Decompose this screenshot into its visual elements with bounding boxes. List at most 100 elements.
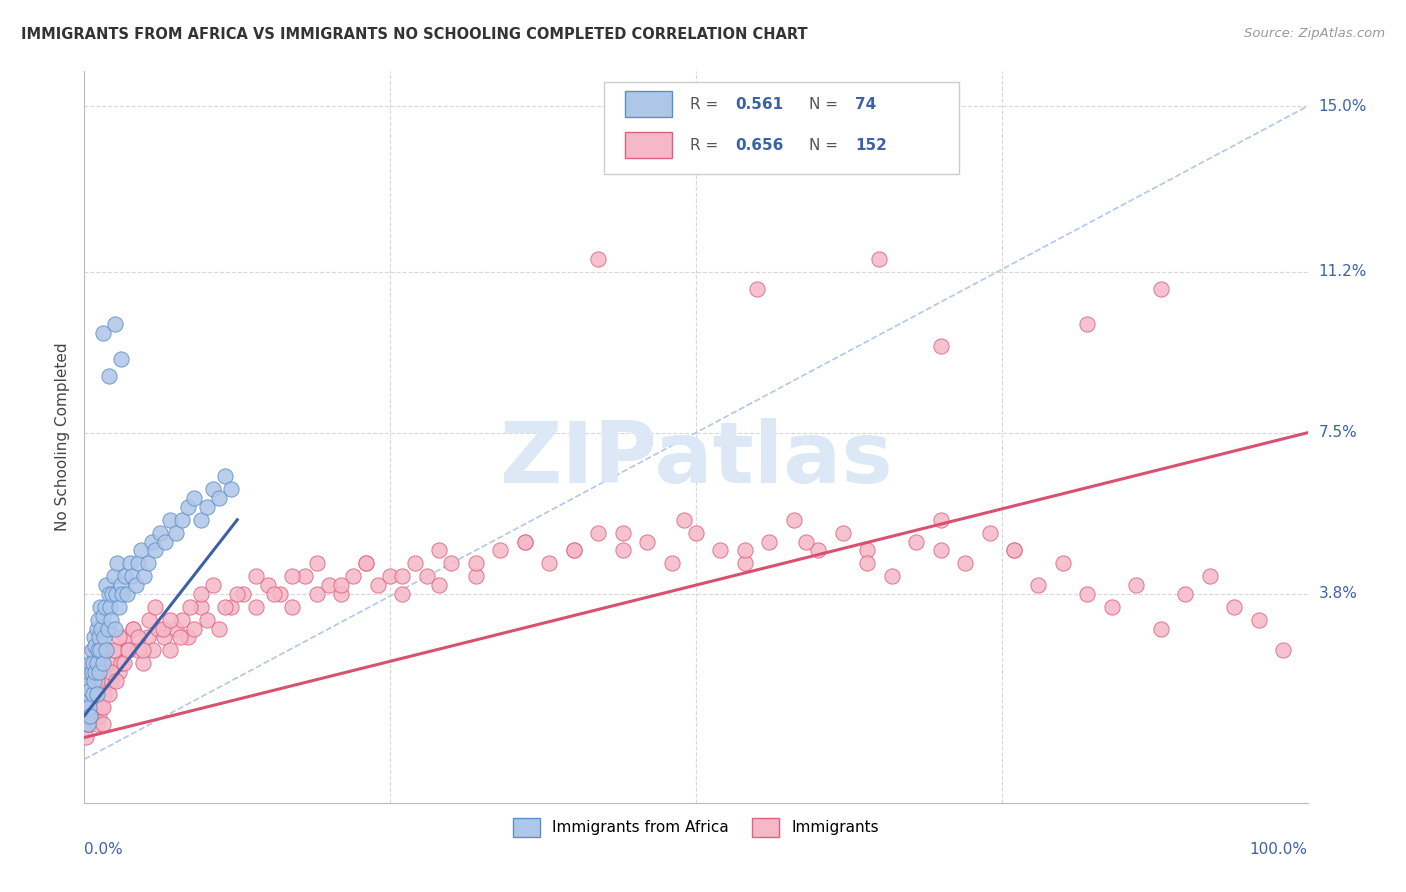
Point <box>636 534 658 549</box>
Point <box>1150 622 1173 636</box>
Point <box>586 252 609 266</box>
Point <box>104 317 127 331</box>
Text: 152: 152 <box>855 137 887 153</box>
Point <box>354 557 377 571</box>
Text: 11.2%: 11.2% <box>1319 264 1367 279</box>
Point <box>114 569 136 583</box>
Text: 3.8%: 3.8% <box>1319 586 1358 601</box>
Point <box>1076 587 1098 601</box>
Point <box>96 578 118 592</box>
Point <box>91 700 114 714</box>
Point <box>281 569 304 583</box>
Point <box>169 631 191 645</box>
Point <box>153 534 176 549</box>
Point <box>87 631 110 645</box>
Point <box>226 587 249 601</box>
Point <box>979 525 1001 540</box>
Point <box>149 525 172 540</box>
Point <box>165 525 187 540</box>
Point <box>257 578 280 592</box>
Point <box>538 557 561 571</box>
Point <box>183 622 205 636</box>
Point <box>208 622 231 636</box>
Point <box>83 643 105 657</box>
Point <box>416 569 439 583</box>
Point <box>219 483 242 497</box>
Point <box>127 631 149 645</box>
Point <box>86 673 108 688</box>
Point <box>84 639 107 653</box>
Point <box>87 613 110 627</box>
Point <box>84 665 107 680</box>
Point <box>94 673 117 688</box>
Text: 15.0%: 15.0% <box>1319 99 1367 113</box>
Point <box>117 643 139 657</box>
Point <box>82 687 104 701</box>
Point <box>76 708 98 723</box>
Point <box>1101 599 1123 614</box>
Point <box>195 500 218 514</box>
Point <box>709 543 731 558</box>
Point <box>87 643 110 657</box>
Point <box>129 543 152 558</box>
Point <box>75 731 97 745</box>
Point <box>1052 557 1074 571</box>
Point <box>100 665 122 680</box>
Point <box>562 543 585 558</box>
Point <box>159 513 181 527</box>
Point <box>97 657 120 671</box>
Point <box>440 557 463 571</box>
Point <box>263 587 285 601</box>
Point <box>190 513 212 527</box>
Point <box>685 525 707 540</box>
Point <box>281 599 304 614</box>
Point <box>87 643 110 657</box>
Point <box>1272 643 1295 657</box>
Point <box>86 657 108 671</box>
Point <box>380 569 402 583</box>
Point <box>114 631 136 645</box>
Point <box>1247 613 1270 627</box>
Point <box>97 687 120 701</box>
Point <box>117 643 139 657</box>
Point <box>142 643 165 657</box>
Point <box>734 543 756 558</box>
Point <box>794 534 817 549</box>
Point <box>87 687 110 701</box>
Point <box>427 578 450 592</box>
Point <box>330 578 353 592</box>
Text: R =: R = <box>690 96 723 112</box>
Point <box>91 657 114 671</box>
Text: Source: ZipAtlas.com: Source: ZipAtlas.com <box>1244 27 1385 40</box>
Point <box>103 643 125 657</box>
Text: ZIPatlas: ZIPatlas <box>499 417 893 500</box>
Point <box>77 717 100 731</box>
Point <box>90 622 112 636</box>
Point <box>86 643 108 657</box>
Point <box>127 557 149 571</box>
Point <box>929 338 952 352</box>
Point <box>89 657 111 671</box>
Point <box>107 631 129 645</box>
Point <box>880 569 903 583</box>
Point <box>77 700 100 714</box>
Point <box>76 717 98 731</box>
Point <box>87 657 110 671</box>
Point <box>146 622 169 636</box>
Point <box>1002 543 1025 558</box>
FancyBboxPatch shape <box>626 91 672 118</box>
Point <box>562 543 585 558</box>
Point <box>195 613 218 627</box>
Text: 0.561: 0.561 <box>735 96 783 112</box>
Point <box>214 469 236 483</box>
Point <box>464 557 486 571</box>
Point <box>330 587 353 601</box>
Point <box>97 587 120 601</box>
Point <box>111 587 134 601</box>
Point <box>869 252 891 266</box>
Point <box>1125 578 1147 592</box>
Point <box>391 587 413 601</box>
Point <box>190 599 212 614</box>
Text: 74: 74 <box>855 96 876 112</box>
Point <box>758 534 780 549</box>
